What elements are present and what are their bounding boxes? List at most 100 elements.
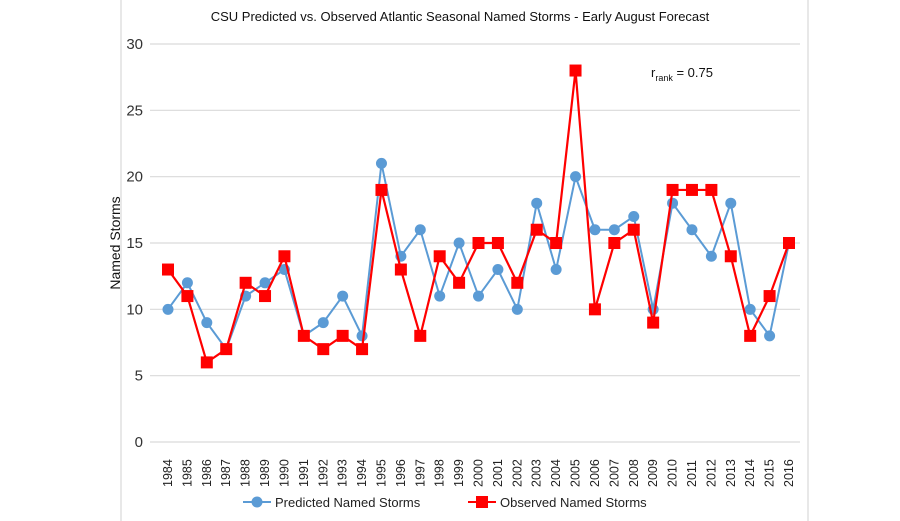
data-point <box>336 329 349 342</box>
data-point <box>511 276 524 289</box>
x-tick-label: 1994 <box>355 459 369 487</box>
data-point <box>259 277 271 289</box>
data-point <box>162 263 174 276</box>
data-point <box>181 277 193 289</box>
y-axis-label: Named Storms <box>107 196 123 289</box>
data-point <box>434 290 446 302</box>
data-point <box>666 183 679 196</box>
data-point <box>667 197 679 209</box>
x-tick-label: 1996 <box>394 459 408 487</box>
data-point <box>356 330 368 342</box>
data-point <box>491 237 504 249</box>
data-point <box>744 329 757 342</box>
data-point <box>569 64 582 77</box>
data-point <box>627 223 640 236</box>
x-tick-label: 2003 <box>530 459 544 487</box>
data-point <box>550 264 562 276</box>
x-tick-label: 2016 <box>782 459 796 487</box>
data-point <box>724 250 737 263</box>
data-point <box>414 224 426 236</box>
x-tick-label: 2011 <box>685 460 699 487</box>
data-point <box>570 171 582 183</box>
series-square <box>162 64 795 369</box>
data-point <box>647 316 660 329</box>
annotation-rank-correlation: rrank = 0.75 <box>651 65 713 83</box>
data-point <box>414 329 427 342</box>
data-point <box>200 356 213 369</box>
data-point <box>685 183 698 196</box>
x-tick-label: 1999 <box>452 459 466 487</box>
x-tick-label: 1995 <box>374 459 388 487</box>
data-point <box>394 263 407 276</box>
data-point <box>550 237 563 249</box>
data-point <box>259 290 272 303</box>
data-point <box>589 224 601 236</box>
data-point <box>317 317 329 329</box>
data-point <box>531 197 543 209</box>
x-tick-label: 1988 <box>239 459 253 487</box>
data-point <box>763 290 776 303</box>
data-point <box>608 237 621 249</box>
data-point <box>220 343 233 356</box>
data-point <box>356 343 369 356</box>
data-point <box>628 210 640 222</box>
x-tick-label: 1998 <box>433 459 447 487</box>
data-point <box>725 197 737 209</box>
y-tick-label: 30 <box>126 36 143 53</box>
x-tick-label: 1991 <box>297 459 311 487</box>
data-point <box>453 276 466 289</box>
data-point <box>530 223 543 236</box>
data-point <box>317 343 330 356</box>
data-point <box>511 303 523 315</box>
y-tick-label: 0 <box>135 434 143 451</box>
data-point <box>375 183 388 196</box>
y-tick-label: 5 <box>135 368 143 385</box>
data-point <box>783 237 795 249</box>
x-tick-label: 1990 <box>277 459 291 487</box>
x-tick-label: 2014 <box>743 459 757 487</box>
x-tick-label: 1992 <box>316 459 330 487</box>
series-line <box>167 70 791 365</box>
data-point <box>239 276 252 289</box>
data-point <box>764 330 776 342</box>
x-tick-label: 2008 <box>627 459 641 487</box>
data-point <box>705 183 718 196</box>
data-point <box>337 290 349 302</box>
data-point <box>433 250 446 263</box>
data-point <box>453 237 465 249</box>
data-point <box>705 250 717 262</box>
x-tick-label: 1986 <box>200 459 214 487</box>
x-tick-label: 2013 <box>724 459 738 487</box>
x-tick-label: 2004 <box>549 459 563 487</box>
legend: Predicted Named Storms Observed Named Sto… <box>243 495 647 510</box>
x-tick-label: 1997 <box>413 459 427 487</box>
data-point <box>608 224 620 236</box>
legend-label: Observed Named Storms <box>500 495 647 510</box>
data-point <box>201 317 213 329</box>
y-tick-labels: 0 5 10 15 20 25 30 <box>126 36 143 451</box>
data-point <box>744 303 756 315</box>
x-tick-label: 1985 <box>180 459 194 487</box>
data-point <box>472 237 485 249</box>
series-group <box>162 64 795 369</box>
data-point <box>278 250 291 263</box>
x-tick-labels: 1984 1985 1986 1987 1988 1989 1990 1991 1992 1993… <box>161 459 796 487</box>
data-point <box>297 329 310 342</box>
series-circle <box>162 157 795 355</box>
legend-marker <box>251 496 263 508</box>
y-tick-label: 20 <box>126 169 143 186</box>
y-tick-label: 10 <box>126 301 143 318</box>
data-point <box>492 264 504 276</box>
x-tick-label: 2000 <box>472 459 486 487</box>
x-tick-label: 1984 <box>161 459 175 487</box>
x-tick-label: 2009 <box>646 459 660 487</box>
y-tick-label: 15 <box>126 235 143 252</box>
x-tick-label: 2006 <box>588 459 602 487</box>
x-tick-label: 1993 <box>336 459 350 487</box>
x-tick-label: 1989 <box>258 459 272 487</box>
chart-title: CSU Predicted vs. Observed Atlantic Seas… <box>211 9 710 24</box>
legend-label: Predicted Named Storms <box>275 495 421 510</box>
data-point <box>162 303 174 315</box>
data-point <box>588 303 601 316</box>
